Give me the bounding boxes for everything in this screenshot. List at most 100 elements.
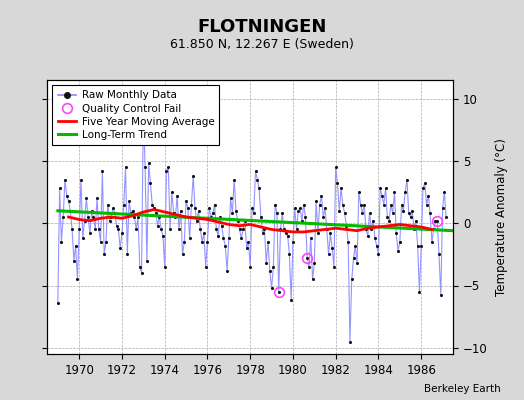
Point bbox=[374, 251, 383, 258]
Point bbox=[442, 214, 450, 220]
Point bbox=[417, 242, 425, 249]
Point bbox=[187, 201, 195, 208]
Point bbox=[166, 226, 174, 233]
Y-axis label: Temperature Anomaly (°C): Temperature Anomaly (°C) bbox=[495, 138, 508, 296]
Point bbox=[177, 208, 185, 214]
Point bbox=[381, 185, 390, 192]
Text: Berkeley Earth: Berkeley Earth bbox=[424, 384, 500, 394]
Point bbox=[228, 210, 237, 216]
Point bbox=[230, 176, 238, 183]
Point bbox=[373, 242, 381, 249]
Point bbox=[328, 245, 336, 251]
Point bbox=[383, 214, 391, 220]
Point bbox=[189, 173, 198, 179]
Point bbox=[162, 168, 171, 174]
Point bbox=[281, 230, 290, 236]
Point bbox=[272, 210, 281, 216]
Point bbox=[431, 218, 440, 224]
Point bbox=[237, 235, 245, 241]
Point bbox=[223, 267, 231, 274]
Point bbox=[333, 180, 342, 186]
Point bbox=[258, 230, 267, 236]
Point bbox=[160, 264, 169, 270]
Point bbox=[244, 239, 253, 245]
Point bbox=[285, 251, 293, 258]
Legend: Raw Monthly Data, Quality Control Fail, Five Year Moving Average, Long-Term Tren: Raw Monthly Data, Quality Control Fail, … bbox=[52, 85, 220, 145]
Point bbox=[122, 164, 130, 170]
Point bbox=[312, 198, 320, 204]
Point bbox=[399, 208, 408, 214]
Point bbox=[57, 239, 66, 245]
Point bbox=[185, 235, 194, 241]
Point bbox=[61, 176, 69, 183]
Point bbox=[171, 214, 180, 220]
Point bbox=[82, 195, 91, 202]
Point bbox=[392, 230, 400, 236]
Point bbox=[290, 205, 299, 212]
Point bbox=[216, 214, 224, 220]
Point bbox=[342, 222, 351, 229]
Point bbox=[412, 218, 420, 224]
Text: 61.850 N, 12.267 E (Sweden): 61.850 N, 12.267 E (Sweden) bbox=[170, 38, 354, 51]
Point bbox=[235, 226, 244, 233]
Point bbox=[116, 245, 124, 251]
Point bbox=[428, 239, 436, 245]
Point bbox=[385, 218, 394, 224]
Point bbox=[221, 242, 230, 249]
Point bbox=[379, 201, 388, 208]
Point bbox=[232, 208, 240, 214]
Point bbox=[305, 264, 313, 270]
Point bbox=[346, 338, 354, 345]
Point bbox=[436, 292, 445, 299]
Point bbox=[403, 176, 411, 183]
Point bbox=[194, 208, 203, 214]
Point bbox=[234, 218, 242, 224]
Point bbox=[155, 214, 163, 220]
Point bbox=[323, 226, 331, 233]
Point bbox=[360, 201, 368, 208]
Point bbox=[71, 242, 80, 249]
Point bbox=[62, 193, 71, 199]
Point bbox=[125, 198, 133, 204]
Point bbox=[397, 201, 406, 208]
Point bbox=[212, 226, 221, 233]
Point bbox=[79, 235, 87, 241]
Point bbox=[184, 205, 192, 212]
Point bbox=[84, 214, 92, 220]
Point bbox=[148, 201, 157, 208]
Point bbox=[243, 245, 251, 251]
Point bbox=[168, 189, 176, 195]
Point bbox=[335, 208, 343, 214]
Point bbox=[367, 226, 376, 233]
Point bbox=[150, 205, 158, 212]
Point bbox=[175, 226, 183, 233]
Point bbox=[249, 210, 258, 216]
Point bbox=[419, 185, 427, 192]
Point bbox=[203, 239, 212, 245]
Point bbox=[205, 205, 213, 212]
Point bbox=[310, 260, 319, 266]
Point bbox=[73, 276, 82, 282]
Point bbox=[141, 164, 149, 170]
Point bbox=[440, 189, 449, 195]
Point bbox=[362, 226, 370, 233]
Point bbox=[93, 195, 101, 202]
Point bbox=[136, 264, 144, 270]
Point bbox=[307, 235, 315, 241]
Point bbox=[89, 214, 97, 220]
Point bbox=[130, 214, 139, 220]
Point bbox=[255, 185, 264, 192]
Point bbox=[275, 288, 283, 295]
Point bbox=[127, 210, 135, 216]
Point bbox=[182, 198, 190, 204]
Point bbox=[107, 214, 115, 220]
Point bbox=[211, 201, 219, 208]
Point bbox=[137, 270, 146, 276]
Point bbox=[278, 210, 287, 216]
Point bbox=[193, 218, 201, 224]
Point bbox=[369, 218, 377, 224]
Point bbox=[91, 226, 100, 233]
Point bbox=[253, 176, 261, 183]
Point bbox=[59, 214, 68, 220]
Point bbox=[301, 214, 310, 220]
